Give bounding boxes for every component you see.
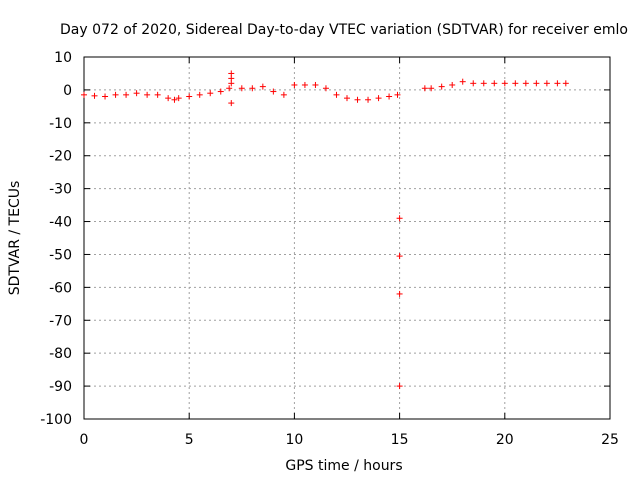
data-point [470, 80, 477, 87]
data-point [112, 91, 119, 98]
y-axis-label: SDTVAR / TECUs [7, 181, 23, 296]
grid-lines [84, 57, 610, 419]
data-point [186, 93, 193, 100]
y-tick-label: 10 [54, 50, 72, 66]
plot-frame [83, 56, 611, 420]
data-point [91, 92, 98, 99]
data-point [543, 80, 550, 87]
x-tick-label: 0 [80, 432, 89, 448]
y-tick-label: -40 [49, 215, 72, 231]
data-point [522, 80, 529, 87]
data-point [438, 83, 445, 90]
x-tick-label: 5 [185, 432, 194, 448]
data-point [394, 91, 401, 98]
data-point [322, 85, 329, 92]
data-point [280, 91, 287, 98]
data-point [102, 93, 109, 100]
data-point [154, 91, 161, 98]
data-point [449, 81, 456, 88]
x-tick-label: 20 [496, 432, 514, 448]
data-point [421, 85, 428, 92]
data-point [396, 215, 403, 222]
y-tick-label: -10 [49, 116, 72, 132]
y-tick-label: -50 [49, 247, 72, 263]
data-point [333, 91, 340, 98]
data-point [217, 88, 224, 95]
data-point [554, 80, 561, 87]
data-point [123, 91, 130, 98]
data-point [386, 93, 393, 100]
data-point [175, 95, 182, 102]
data-point [81, 91, 87, 98]
y-tick-label: -60 [49, 280, 72, 296]
data-point [259, 83, 266, 90]
data-point [375, 95, 382, 102]
data-point [207, 90, 214, 97]
data-point [512, 80, 519, 87]
data-point [249, 85, 256, 92]
data-point [133, 90, 140, 97]
y-tick-label: 0 [63, 83, 72, 99]
data-point [365, 96, 372, 103]
data-point [301, 81, 308, 88]
x-tick-label: 10 [285, 432, 303, 448]
data-point [533, 80, 540, 87]
data-point [171, 96, 178, 103]
data-point [312, 81, 319, 88]
data-point [396, 253, 403, 260]
data-point [459, 78, 466, 85]
data-point [396, 383, 403, 390]
data-point [165, 95, 172, 102]
data-point [428, 85, 435, 92]
data-points [81, 70, 569, 390]
y-tick-label: -90 [49, 379, 72, 395]
data-point [226, 85, 233, 92]
data-point [480, 80, 487, 87]
data-point [291, 81, 298, 88]
y-tick-label: -100 [40, 412, 72, 428]
y-tick-label: -80 [49, 346, 72, 362]
x-tick-label: 25 [601, 432, 619, 448]
data-point [491, 80, 498, 87]
data-point [396, 290, 403, 297]
data-point [228, 100, 235, 107]
y-tick-label: -30 [49, 182, 72, 198]
data-point [228, 80, 235, 87]
y-tick-label: -70 [49, 313, 72, 329]
data-point [144, 91, 151, 98]
x-axis-label: GPS time / hours [285, 458, 402, 474]
data-point [562, 80, 569, 87]
axis-ticks: 10 0 -10 -20 -30 -40 -50 -60 -70 -80 -90 -100 0 5 10 15… [40, 50, 619, 448]
data-point [270, 88, 277, 95]
y-tick-label: -20 [49, 149, 72, 165]
x-tick-label: 15 [391, 432, 409, 448]
chart-title: Day 072 of 2020, Sidereal Day-to-day VTE… [60, 22, 628, 38]
data-point [354, 96, 361, 103]
data-point [238, 85, 245, 92]
data-point [501, 80, 508, 87]
data-point [344, 95, 350, 102]
data-point [196, 91, 203, 98]
